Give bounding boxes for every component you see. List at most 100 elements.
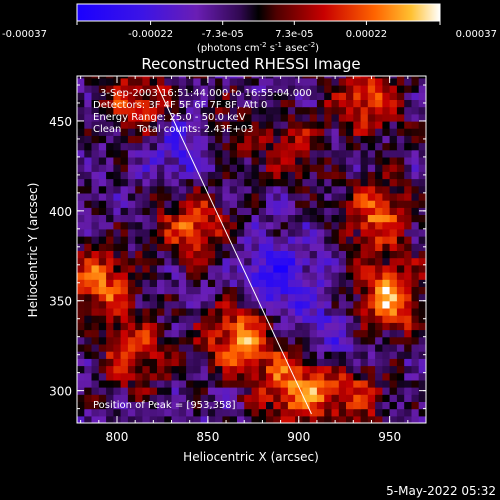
heatmap-cell [346,307,354,316]
heatmap-cell [222,85,231,93]
heatmap-cell [353,228,362,237]
heatmap-cell [316,307,325,316]
heatmap-cell [186,300,194,309]
heatmap-cell [346,286,354,295]
heatmap-cell [360,77,369,86]
heatmap-cell [266,286,274,295]
heatmap-cell [389,358,398,367]
heatmap-cell [266,372,274,381]
heatmap-cell [186,221,194,230]
heatmap-cell [360,415,369,423]
heatmap-cell [382,221,391,230]
heatmap-cell [178,264,187,273]
heatmap-cell [84,192,93,201]
heatmap-cell [127,286,136,295]
heatmap-cell [266,293,274,302]
heatmap-cell [367,379,376,388]
heatmap-cell [280,99,289,108]
heatmap-cell [309,336,318,345]
heatmap-cell [200,85,209,93]
heatmap-cell [360,214,369,223]
heatmap-cell [418,85,426,93]
heatmap-cell [237,106,245,115]
heatmap-cell [237,128,245,136]
heatmap-cell [324,178,333,187]
heatmap-cell [229,149,238,158]
heatmap-cell [149,336,158,345]
heatmap-cell [367,336,376,345]
heatmap-cell [84,250,93,259]
heatmap-cell [149,135,158,144]
heatmap-cell [287,365,296,374]
heatmap-cell [273,315,282,323]
heatmap-cell [222,351,231,359]
heatmap-cell [127,185,136,194]
heatmap-cell [164,99,173,108]
heatmap-cell [186,149,194,158]
heatmap-cell [84,272,93,280]
heatmap-cell [346,228,354,237]
heatmap-cell [309,149,318,158]
heatmap-cell [266,128,274,136]
heatmap-cell [98,85,107,93]
heatmap-cell [98,185,107,194]
heatmap-cell [331,77,340,86]
heatmap-cell [207,307,216,316]
heatmap-cell [404,358,413,367]
heatmap-cell [77,106,85,115]
heatmap-cell [346,257,354,266]
heatmap-cell [346,322,354,331]
heatmap-cell [178,192,187,201]
heatmap-cell [258,214,267,223]
heatmap-cell [360,272,369,280]
heatmap-cell [353,236,362,244]
heatmap-cell [295,106,303,115]
heatmap-cell [178,300,187,309]
heatmap-cell [258,394,267,402]
heatmap-cell [77,401,85,410]
heatmap-cell [316,279,325,287]
heatmap-cell [98,120,107,129]
heatmap-cell [302,76,311,79]
heatmap-cell [287,257,296,266]
heatmap-cell [353,214,362,223]
heatmap-cell [266,76,274,79]
heatmap-cell [309,322,318,331]
heatmap-cell [84,358,93,367]
x-tick-label: 900 [287,430,310,444]
heatmap-cell [178,156,187,165]
heatmap-cell [338,171,347,180]
heatmap-cell [113,293,122,302]
heatmap-cell [77,358,85,367]
heatmap-cell [149,387,158,395]
heatmap-cell [135,272,144,280]
heatmap-cell [382,315,391,323]
heatmap-cell [215,171,223,180]
heatmap-cell [186,329,194,338]
heatmap-cell [244,185,253,194]
heatmap-cell [418,279,426,287]
heatmap-cell [127,156,136,165]
heatmap-cell [186,99,194,108]
heatmap-cell [193,149,202,158]
heatmap-cell [360,387,369,395]
heatmap-cell [98,142,107,151]
heatmap-cell [106,329,114,338]
heatmap-cell [229,307,238,316]
heatmap-cell [113,214,122,223]
heatmap-cell [316,200,325,208]
heatmap-cell [273,77,282,86]
heatmap-cell [77,236,85,244]
heatmap-cell [106,156,114,165]
heatmap-cell [404,135,413,144]
heatmap-cell [91,236,100,244]
heatmap-cell [135,394,144,402]
heatmap-cell [106,207,114,215]
heatmap-cell [346,207,354,215]
heatmap-cell [346,379,354,388]
heatmap-cell [324,156,333,165]
heatmap-cell [295,192,303,201]
heatmap-cell [375,120,383,129]
heatmap-cell [171,279,180,287]
heatmap-cell [287,401,296,410]
